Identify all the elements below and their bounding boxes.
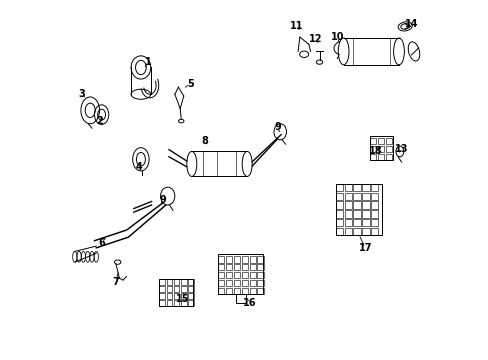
Text: 10: 10	[330, 32, 344, 42]
Text: 6: 6	[98, 238, 105, 248]
Text: 4: 4	[136, 162, 142, 172]
Text: 8: 8	[201, 136, 207, 146]
Text: 14: 14	[404, 18, 418, 28]
Text: 9: 9	[160, 195, 166, 204]
Text: 18: 18	[368, 146, 382, 156]
Text: 15: 15	[176, 294, 189, 303]
Ellipse shape	[131, 56, 150, 79]
Text: 5: 5	[186, 78, 193, 89]
Text: 7: 7	[112, 277, 119, 287]
Text: 1: 1	[144, 57, 151, 67]
Ellipse shape	[131, 89, 150, 99]
Ellipse shape	[338, 38, 348, 65]
Text: 13: 13	[394, 144, 407, 154]
Text: 3: 3	[79, 89, 85, 99]
Text: 2: 2	[96, 116, 103, 126]
Text: 16: 16	[242, 298, 256, 308]
Text: 17: 17	[358, 243, 371, 253]
Ellipse shape	[186, 152, 196, 176]
Text: 9: 9	[274, 122, 281, 132]
Ellipse shape	[407, 42, 419, 61]
Ellipse shape	[393, 38, 404, 65]
Text: 12: 12	[308, 34, 322, 44]
Text: 11: 11	[289, 21, 303, 31]
Ellipse shape	[242, 152, 252, 176]
